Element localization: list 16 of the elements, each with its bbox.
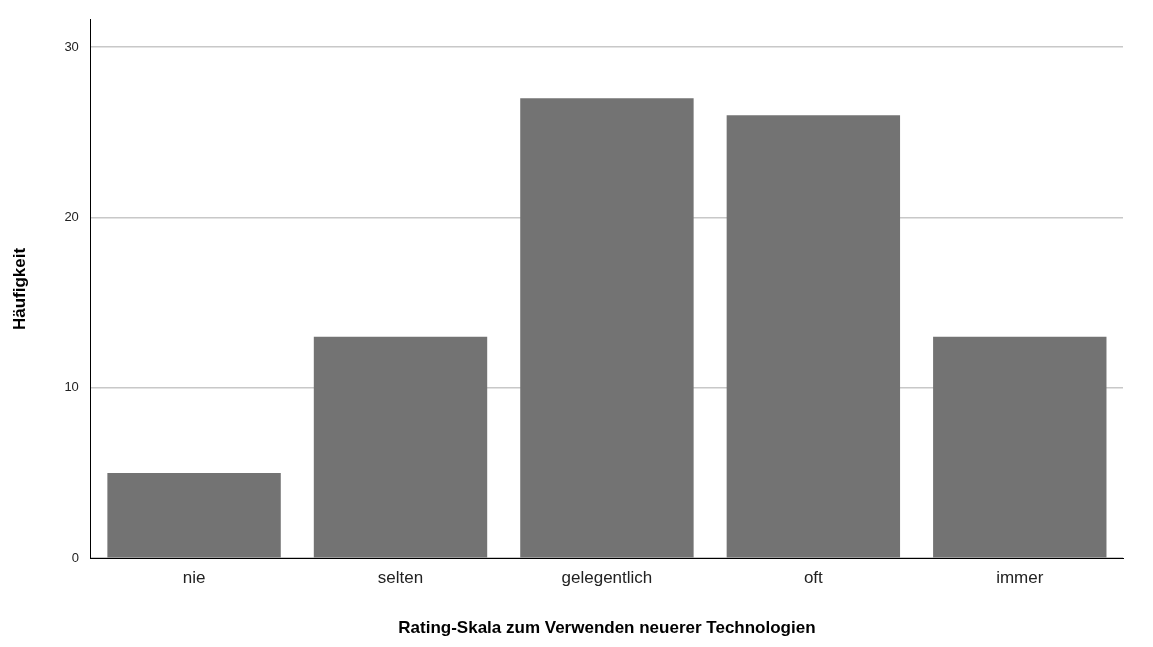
bar bbox=[520, 98, 694, 558]
x-tick-label: immer bbox=[996, 568, 1044, 588]
y-tick-label: 10 bbox=[64, 379, 79, 395]
y-tick-label: 0 bbox=[71, 549, 79, 565]
y-axis-title: Häufigkeit bbox=[9, 247, 29, 331]
x-tick-label: gelegentlich bbox=[561, 568, 653, 588]
x-tick-label: selten bbox=[377, 568, 424, 588]
x-tick-label: oft bbox=[803, 568, 824, 588]
bar bbox=[313, 336, 488, 558]
y-tick-label: 20 bbox=[64, 209, 79, 225]
bar bbox=[726, 115, 901, 558]
y-tick-label: 30 bbox=[64, 38, 79, 54]
bar bbox=[107, 473, 281, 558]
bar bbox=[933, 336, 1107, 558]
x-axis-title: Rating-Skala zum Verwenden neuerer Technologien bbox=[398, 618, 816, 638]
x-tick-label: nie bbox=[182, 568, 206, 588]
